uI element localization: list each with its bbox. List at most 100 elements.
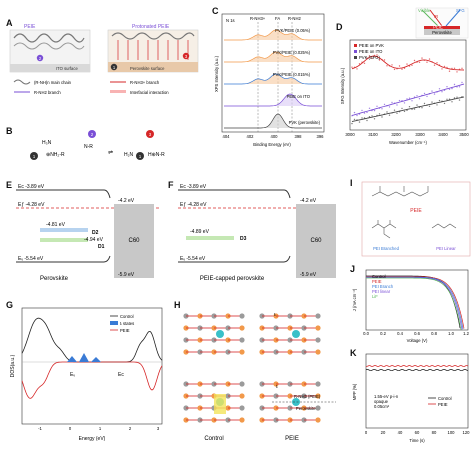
jv-legend-2: PEIE [372, 279, 382, 284]
sfg-point [356, 114, 358, 117]
jv-curve-3 [366, 276, 464, 330]
legend-nh3: R-NH3+ branch [130, 80, 160, 85]
sfg-point [403, 102, 406, 104]
sfg-point [376, 105, 378, 108]
svg-text:H₂N: H₂N [124, 152, 134, 158]
sfg-point [458, 99, 461, 101]
sfg-legend-3: PVK (SFG) [359, 55, 381, 60]
sfg-fit-3 [351, 96, 465, 123]
sfg-point [451, 87, 453, 90]
peak-nh2: R-NH2 [288, 16, 301, 21]
e-d1: D1 [98, 244, 105, 250]
e-c60: C60 [128, 238, 140, 244]
sfg-point [406, 63, 408, 65]
svg-text:2: 2 [39, 56, 42, 61]
panel-label-a: A [6, 18, 13, 28]
sfg-xtick-5: 3400 [438, 132, 448, 137]
sfg-point [401, 68, 403, 70]
dos-xtick-1: -1 [38, 426, 42, 431]
xps-curve-4 [224, 93, 322, 107]
xps-xtick-1: 404 [223, 134, 231, 139]
atom [301, 313, 307, 319]
jv-ylabel: J (mA cm⁻²) [352, 288, 357, 311]
sfg-point [456, 96, 458, 98]
sfg-legend-2: PEIE on ITO [359, 49, 383, 54]
e-ev: Eᵥ -5.54 eV [18, 256, 44, 262]
sfg-point [401, 107, 403, 110]
xps-fill-4 [224, 94, 322, 106]
nh2-marker [36, 54, 44, 62]
atomic-structures: tₗ tₗ R-NH3 (PEIE) Perovskite Control PE… [183, 312, 336, 442]
svg-text:H⊕N-R: H⊕N-R [148, 152, 165, 158]
struct-branched: PEI Branched [373, 246, 400, 251]
sfg-xtick-3: 3200 [391, 132, 401, 137]
sfg-xtick-1: 3000 [345, 132, 355, 137]
mpp-note-1: 1.55-eV p-i-n [374, 394, 399, 399]
sfg-chart: Visible IR SFG PEIE Perovskite PEIE on P… [340, 7, 469, 145]
panel-g: G Control tₗ states PEIE Eᵥ Eᴄ -1 0 1 2 … [0, 296, 170, 445]
sfg-ylabel: SFG Intensity (a.u.) [340, 67, 345, 104]
f-ef: Eƒ -4.28 eV [180, 202, 207, 208]
jv-xtick-4: 0.6 [414, 331, 420, 336]
sfg-point [361, 117, 363, 119]
sfg-point [396, 104, 398, 106]
sfg-point [446, 98, 448, 101]
e-c60-top: -4.2 eV [118, 198, 135, 204]
peie-label: PEIE [24, 24, 36, 30]
h-tag-bottom: tₗ [276, 384, 278, 389]
jv-legend-4: PEI linear [372, 289, 391, 294]
mpp-control [365, 368, 469, 372]
jv-curve-2 [366, 276, 465, 329]
sfg-point [391, 101, 393, 104]
sfg-point [428, 105, 431, 108]
e-caption: Perovskite [40, 276, 69, 282]
dos-xtick-3: 1 [99, 426, 102, 431]
sfg-point [456, 71, 458, 73]
jv-xtick-6: 1.0 [448, 331, 454, 336]
xps-fill-2 [224, 52, 322, 62]
jv-xtick-1: 0.0 [363, 331, 369, 336]
sfg-point [416, 95, 418, 97]
atom-highlight [292, 398, 300, 406]
sfg-fit-2 [351, 83, 465, 116]
atom [239, 405, 245, 411]
dos-ev: Eᵥ [70, 372, 75, 378]
sfg-point [408, 106, 411, 108]
sfg-point [371, 115, 373, 117]
sfg-point [453, 97, 456, 99]
dos-trap-state-3 [91, 357, 101, 362]
atom [315, 381, 321, 387]
svg-text:1: 1 [113, 65, 116, 70]
sfg-point [441, 91, 443, 93]
sfg-point [403, 110, 406, 113]
xps-series-1: PVK/PEIE (0.05%) [275, 28, 311, 33]
panel-e: E Eᴄ -3.89 eV Eƒ -4.28 eV -4.81 eV D2 -4… [0, 176, 160, 292]
jv-legend-1: Control [372, 274, 386, 279]
sfg-point [376, 54, 378, 56]
mpp-xtick-2: 20 [381, 430, 386, 435]
atom [315, 405, 321, 411]
xps-series-3: PVK/PEIE (0.015%) [273, 72, 311, 77]
mpp-peie [366, 365, 469, 367]
sfg-point [353, 111, 356, 114]
sfg-point [363, 62, 366, 64]
sfg-point [433, 93, 436, 95]
peak-nh3: R-NH3+ [250, 16, 266, 21]
sfg-point [446, 86, 448, 88]
sfg-point [433, 64, 436, 66]
svg-text:2: 2 [91, 132, 94, 137]
h-rnh3: R-NH3 (PEIE) [294, 394, 321, 399]
atom [301, 417, 307, 423]
sfg-point [453, 83, 456, 86]
struct-linear: PEI Linear [436, 246, 456, 251]
mpp-xtick-7: 120 [463, 430, 471, 435]
jv-xtick-7: 1.2 [463, 331, 469, 336]
f-c60: C60 [310, 238, 322, 244]
sfg-point [413, 59, 416, 62]
sfg-xtick-6: 3500 [459, 132, 469, 137]
f-ec: Eᴄ -3.89 eV [180, 184, 207, 190]
sfg-point [363, 117, 366, 119]
sfg-point [418, 98, 421, 100]
dos-xtick-5: 3 [157, 426, 160, 431]
sfg-point [398, 99, 401, 102]
